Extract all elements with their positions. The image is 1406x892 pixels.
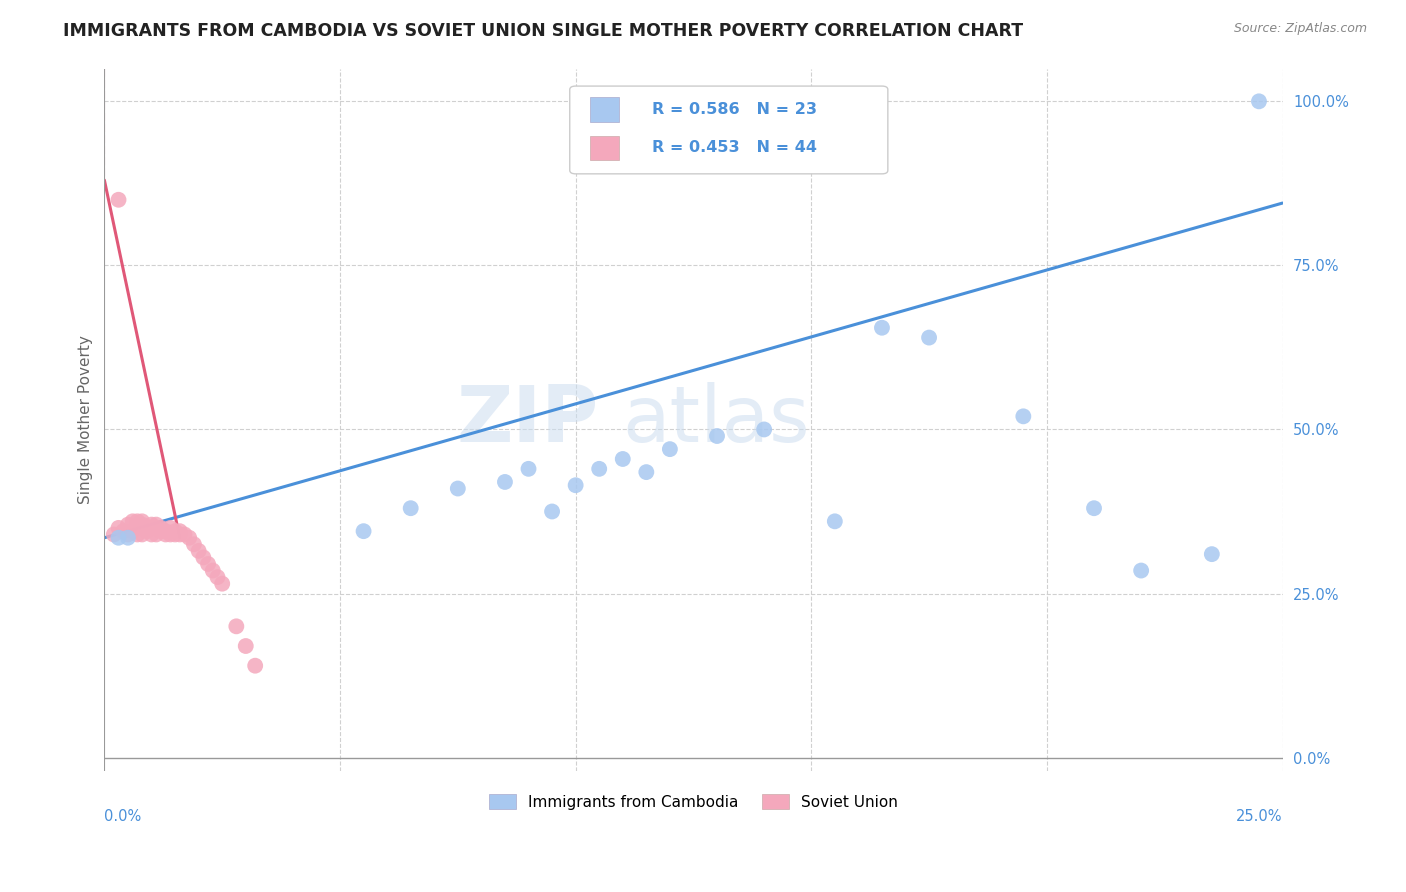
- Point: [155, 524, 177, 538]
- Point: [135, 524, 157, 538]
- Point: [243, 658, 266, 673]
- Point: [117, 527, 139, 541]
- Point: [173, 527, 195, 541]
- Point: [1083, 501, 1105, 516]
- FancyBboxPatch shape: [589, 136, 619, 161]
- Point: [494, 475, 516, 489]
- Legend: Immigrants from Cambodia, Soviet Union: Immigrants from Cambodia, Soviet Union: [482, 788, 904, 815]
- Text: 0.0%: 0.0%: [104, 809, 142, 824]
- Text: R = 0.453   N = 44: R = 0.453 N = 44: [652, 140, 817, 155]
- Point: [141, 517, 163, 532]
- Point: [149, 521, 172, 535]
- Text: Source: ZipAtlas.com: Source: ZipAtlas.com: [1233, 22, 1367, 36]
- Point: [127, 517, 149, 532]
- Text: ZIP: ZIP: [457, 382, 599, 458]
- Point: [225, 619, 247, 633]
- Text: 25.0%: 25.0%: [1236, 809, 1282, 824]
- Point: [107, 531, 129, 545]
- Point: [517, 462, 540, 476]
- FancyBboxPatch shape: [589, 97, 619, 121]
- Point: [131, 527, 153, 541]
- Point: [187, 544, 209, 558]
- Point: [117, 531, 139, 545]
- FancyBboxPatch shape: [569, 86, 887, 174]
- Point: [399, 501, 422, 516]
- Point: [169, 527, 191, 541]
- Point: [612, 452, 634, 467]
- Point: [353, 524, 375, 538]
- Text: R = 0.586   N = 23: R = 0.586 N = 23: [652, 102, 817, 117]
- Point: [1012, 409, 1035, 424]
- Point: [127, 527, 149, 541]
- Point: [141, 527, 163, 541]
- Point: [135, 521, 157, 535]
- Point: [169, 524, 191, 538]
- Point: [107, 193, 129, 207]
- Point: [127, 514, 149, 528]
- Point: [145, 521, 167, 535]
- Point: [159, 527, 181, 541]
- Point: [658, 442, 681, 457]
- Point: [149, 524, 172, 538]
- Point: [1201, 547, 1223, 561]
- Point: [165, 527, 187, 541]
- Point: [183, 537, 205, 551]
- Point: [165, 524, 187, 538]
- Point: [193, 550, 215, 565]
- Point: [107, 521, 129, 535]
- Point: [112, 524, 135, 538]
- Point: [121, 524, 143, 538]
- Point: [564, 478, 586, 492]
- Y-axis label: Single Mother Poverty: Single Mother Poverty: [79, 335, 93, 504]
- Point: [201, 564, 224, 578]
- Point: [447, 482, 470, 496]
- Point: [197, 557, 219, 571]
- Point: [145, 527, 167, 541]
- Point: [235, 639, 257, 653]
- Point: [870, 320, 893, 334]
- Text: atlas: atlas: [623, 382, 810, 458]
- Point: [155, 527, 177, 541]
- Point: [131, 514, 153, 528]
- Point: [706, 429, 728, 443]
- Point: [159, 521, 181, 535]
- Point: [103, 527, 125, 541]
- Point: [1130, 564, 1153, 578]
- Point: [824, 514, 846, 528]
- Text: IMMIGRANTS FROM CAMBODIA VS SOVIET UNION SINGLE MOTHER POVERTY CORRELATION CHART: IMMIGRANTS FROM CAMBODIA VS SOVIET UNION…: [63, 22, 1024, 40]
- Point: [918, 330, 941, 344]
- Point: [752, 422, 775, 436]
- Point: [145, 517, 167, 532]
- Point: [131, 517, 153, 532]
- Point: [179, 531, 201, 545]
- Point: [541, 504, 564, 518]
- Point: [141, 521, 163, 535]
- Point: [588, 462, 610, 476]
- Point: [117, 517, 139, 532]
- Point: [121, 514, 143, 528]
- Point: [636, 465, 658, 479]
- Point: [211, 576, 233, 591]
- Point: [1247, 95, 1270, 109]
- Point: [207, 570, 229, 584]
